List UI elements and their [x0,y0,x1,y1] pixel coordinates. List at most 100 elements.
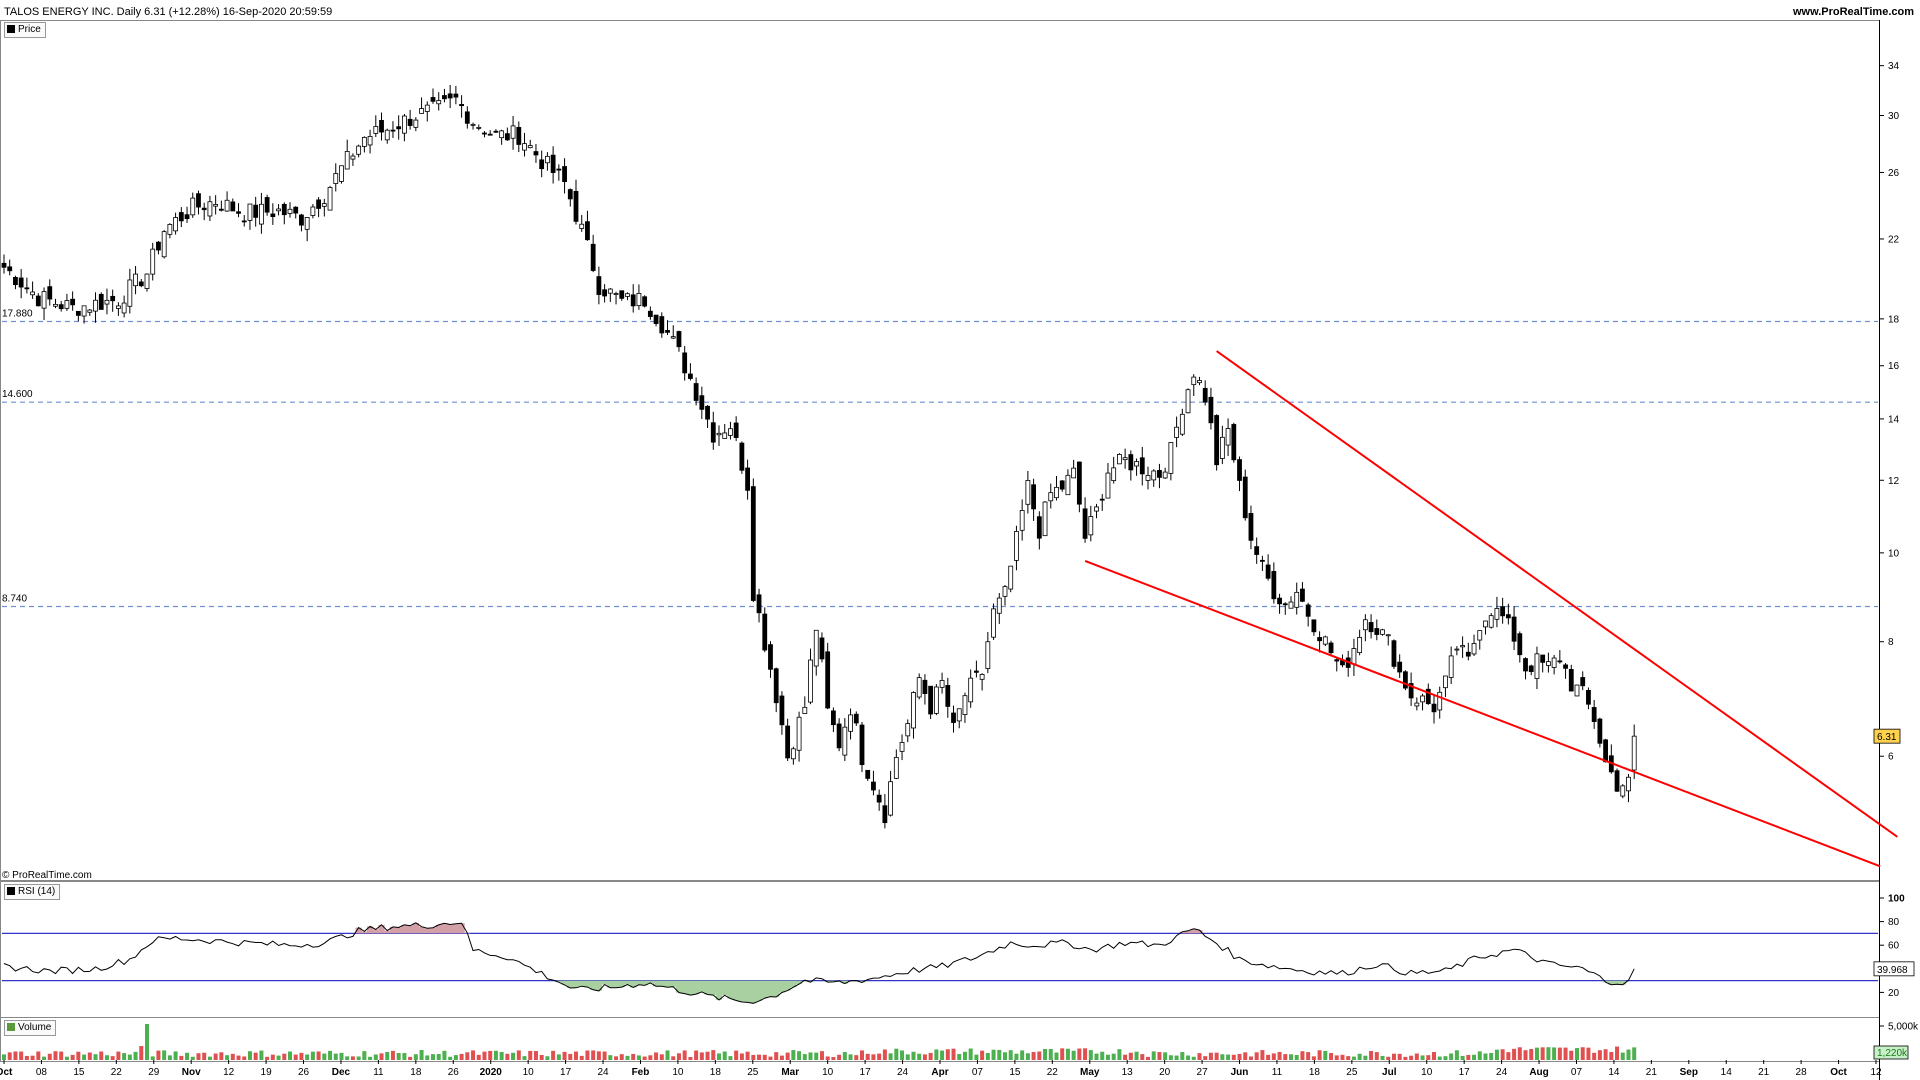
candle-body [93,299,98,312]
volume-bar [1409,1055,1414,1060]
candle-body [819,637,825,660]
volume-bar [837,1054,842,1060]
volume-bar [1134,1051,1139,1060]
volume-bar [1334,1055,1339,1060]
candle-body [504,133,510,141]
candle-body [150,248,156,275]
volume-bar [419,1050,424,1060]
candle-body [333,173,339,184]
site-link[interactable]: www.ProRealTime.com [1792,6,1914,18]
volume-bar [1151,1051,1156,1060]
candle-body [716,432,722,436]
candle-body [825,651,831,709]
volume-bar [877,1053,882,1060]
rsi-last-value: 39.968 [1877,965,1908,976]
volume-legend[interactable]: Volume [4,1020,57,1036]
volume-bar [1317,1050,1322,1060]
volume-bar [579,1055,584,1060]
volume-bar [602,1051,607,1060]
volume-bar [1369,1051,1374,1060]
candle-body [1231,424,1237,461]
candle-body [1065,474,1071,496]
volume-bar [1586,1047,1591,1060]
volume-bar [1500,1049,1505,1060]
x-axis-label: 07 [972,1067,984,1078]
volume-bar [116,1051,121,1060]
volume-bar [242,1056,247,1060]
volume-bar [1191,1056,1196,1060]
candle-body [1568,669,1574,692]
volume-bar [345,1056,350,1060]
rsi-swatch-icon [7,887,15,895]
volume-bar [654,1052,659,1060]
candle-body [762,613,768,651]
price-axis-label: 18 [1888,314,1900,325]
rsi-legend[interactable]: RSI (14) [4,884,61,900]
candle-body [356,145,362,155]
volume-bar [1140,1054,1145,1060]
volume-bar [1557,1047,1562,1060]
candle-body [1500,606,1506,617]
volume-bar [1266,1054,1271,1060]
candle-body [127,279,133,307]
candle-body [1408,683,1414,699]
volume-bar [665,1050,670,1060]
candle-body [1099,498,1105,501]
candle-body [567,189,573,200]
candle-body [344,151,350,170]
volume-bar [1123,1054,1128,1060]
volume-bar [2,1054,6,1060]
candle-body [241,220,247,223]
volume-bar [1203,1056,1208,1060]
volume-bar [471,1050,476,1060]
volume-bar [997,1049,1002,1060]
candle-body [922,679,928,694]
volume-bar [1260,1050,1265,1060]
volume-bar [739,1053,744,1060]
volume-bar [562,1051,567,1060]
volume-bar [145,1024,149,1060]
rsi-axis-label: 20 [1888,988,1900,999]
candle-body [270,213,276,217]
volume-bar [379,1053,384,1060]
volume-bar [1168,1055,1173,1060]
volume-bar [802,1054,807,1060]
candle-body [1145,474,1151,481]
candle-body [865,769,871,779]
x-axis-label: 10 [1421,1067,1433,1078]
candle-body [802,706,808,714]
candle-body [390,129,396,132]
candle-body [739,442,745,471]
price-legend[interactable]: Price [4,22,46,38]
candle-body [1494,608,1500,620]
volume-bar [24,1055,29,1060]
candle-body [893,757,899,779]
candle-body [1254,546,1260,555]
volume-bar [722,1051,727,1060]
candle-body [361,136,367,147]
candle-body [882,805,888,824]
candle-body [1225,428,1231,446]
volume-bar [122,1053,127,1060]
candle-body [768,644,773,670]
candle-body [1631,735,1637,771]
candle-body [1328,642,1334,654]
volume-bar [1003,1052,1007,1060]
x-axis-label: 26 [448,1067,460,1078]
candle-body [1551,657,1557,668]
last-price-tag: 6.31 [1877,732,1897,743]
volume-bar [425,1055,430,1060]
candle-body [419,108,424,114]
volume-bar [1472,1054,1477,1060]
candle-body [499,130,505,139]
candle-body [722,432,728,439]
volume-bar [1403,1056,1408,1060]
volume-bar [282,1053,287,1060]
credit-text: © ProRealTime.com [2,870,92,881]
candle-body [1162,471,1168,479]
volume-bar [974,1054,979,1060]
x-axis-label: 27 [1197,1067,1209,1078]
volume-bar [762,1054,767,1060]
x-axis-label: 12 [1870,1067,1882,1078]
candle-body [1380,629,1385,635]
